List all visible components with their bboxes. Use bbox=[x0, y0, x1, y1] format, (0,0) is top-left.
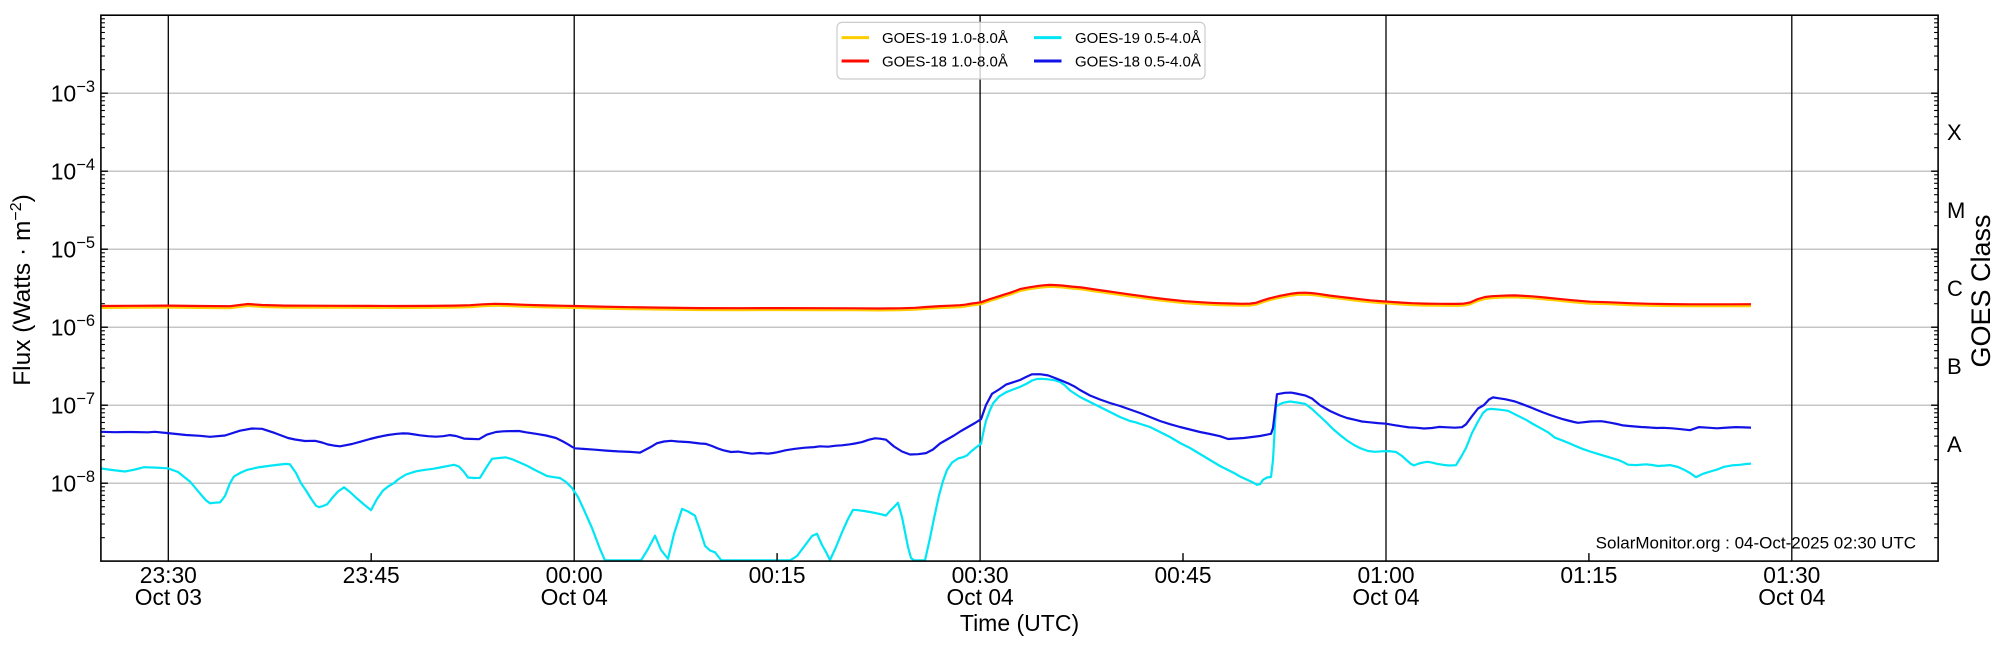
svg-text:B: B bbox=[1947, 354, 1962, 379]
svg-text:00:45: 00:45 bbox=[1154, 562, 1211, 588]
svg-text:SolarMonitor.org : 04-Oct-2025: SolarMonitor.org : 04-Oct-2025 02:30 UTC bbox=[1596, 534, 1916, 553]
svg-text:GOES-18 1.0-8.0Å: GOES-18 1.0-8.0Å bbox=[882, 53, 1008, 70]
svg-text:01:30: 01:30 bbox=[1763, 562, 1820, 588]
svg-text:00:00: 00:00 bbox=[546, 562, 603, 588]
svg-text:GOES-19 0.5-4.0Å: GOES-19 0.5-4.0Å bbox=[1075, 30, 1201, 47]
svg-text:X: X bbox=[1947, 120, 1962, 145]
svg-text:Oct 04: Oct 04 bbox=[1758, 584, 1825, 610]
svg-text:23:30: 23:30 bbox=[140, 562, 197, 588]
svg-text:01:00: 01:00 bbox=[1357, 562, 1414, 588]
svg-text:Oct 04: Oct 04 bbox=[947, 584, 1014, 610]
svg-text:Oct 03: Oct 03 bbox=[135, 584, 202, 610]
svg-text:GOES Class: GOES Class bbox=[1966, 214, 1996, 367]
svg-text:C: C bbox=[1947, 276, 1963, 301]
svg-text:00:15: 00:15 bbox=[749, 562, 806, 588]
svg-text:Oct 04: Oct 04 bbox=[541, 584, 608, 610]
svg-text:A: A bbox=[1947, 432, 1962, 457]
svg-text:Time (UTC): Time (UTC) bbox=[960, 610, 1079, 636]
svg-text:10−6: 10−6 bbox=[51, 312, 95, 341]
svg-text:00:30: 00:30 bbox=[952, 562, 1009, 588]
svg-text:01:15: 01:15 bbox=[1560, 562, 1617, 588]
svg-text:Oct 04: Oct 04 bbox=[1352, 584, 1419, 610]
svg-text:23:45: 23:45 bbox=[343, 562, 400, 588]
svg-text:M: M bbox=[1947, 198, 1965, 223]
svg-text:GOES-19 1.0-8.0Å: GOES-19 1.0-8.0Å bbox=[882, 30, 1008, 47]
svg-text:GOES-18 0.5-4.0Å: GOES-18 0.5-4.0Å bbox=[1075, 53, 1201, 70]
svg-text:Flux (Watts · m−2): Flux (Watts · m−2) bbox=[8, 194, 36, 386]
